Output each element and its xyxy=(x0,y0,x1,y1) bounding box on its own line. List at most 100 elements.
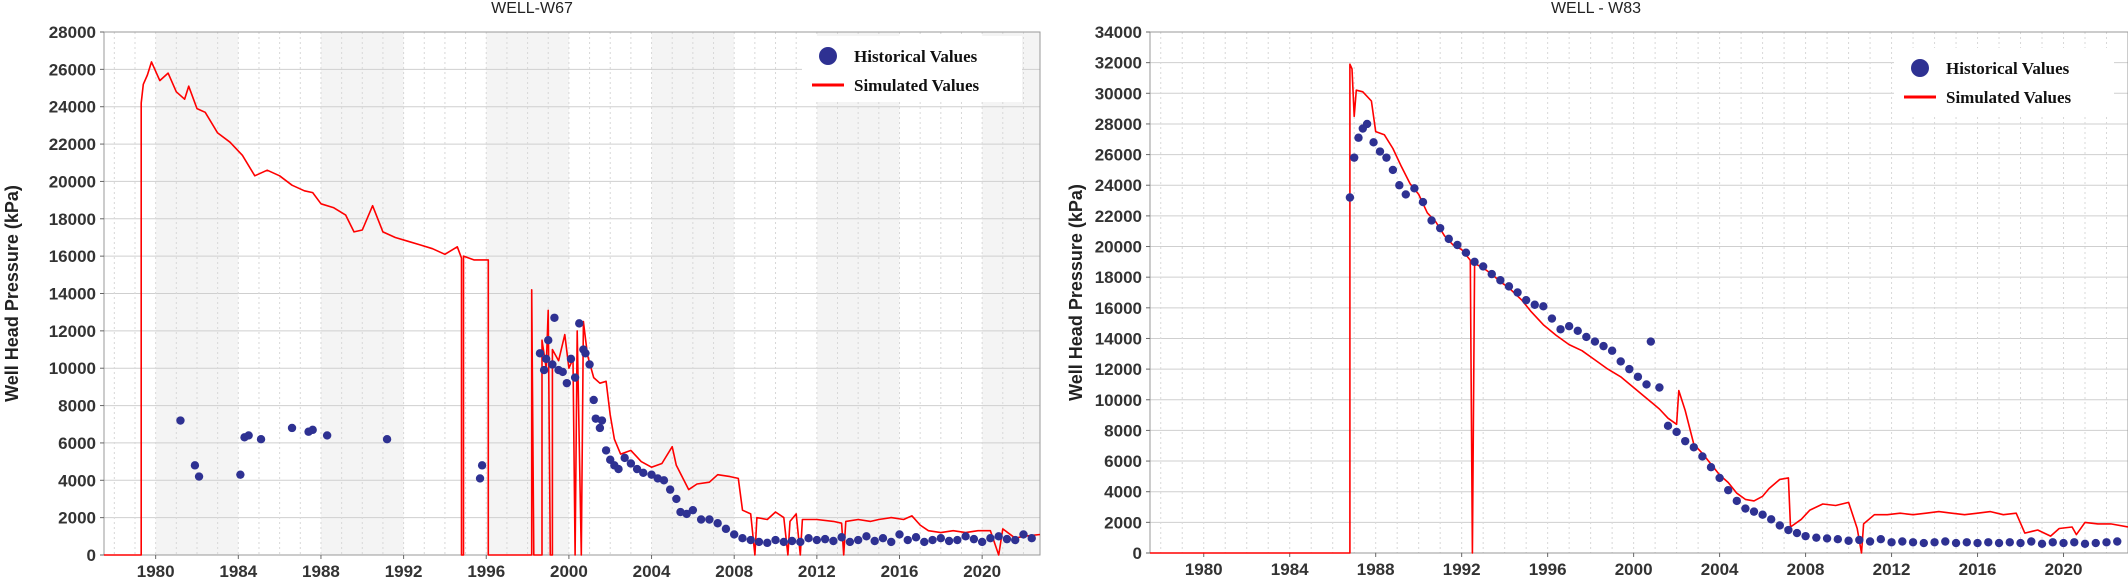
chart-panel-w83: WELL - W83 0 2000 4000 6000 8000 10000 12000 14… xyxy=(1064,0,2128,579)
historical-point xyxy=(1375,147,1385,156)
y-tick-label: 2000 xyxy=(58,509,96,528)
historical-point xyxy=(911,533,921,542)
y-tick-label: 28000 xyxy=(49,23,96,42)
historical-point xyxy=(1801,531,1810,541)
x-tick-label: 1988 xyxy=(1357,560,1395,579)
historical-point xyxy=(1646,337,1656,346)
x-tick-label: 2012 xyxy=(798,562,836,579)
historical-point xyxy=(1382,153,1391,162)
historical-point xyxy=(1681,436,1690,446)
historical-point xyxy=(2059,538,2068,548)
historical-point xyxy=(870,536,879,546)
historical-point xyxy=(1345,193,1355,202)
y-tick-label: 16000 xyxy=(49,247,96,266)
historical-point xyxy=(1962,538,1971,547)
historical-point xyxy=(1444,234,1453,244)
historical-point xyxy=(1388,165,1398,175)
historical-point xyxy=(308,425,317,435)
historical-point xyxy=(1855,535,1864,545)
historical-point xyxy=(2048,538,2057,547)
historical-point xyxy=(2080,539,2090,549)
historical-point xyxy=(1973,538,1982,548)
historical-point xyxy=(1011,535,1020,545)
x-tick-label: 1992 xyxy=(1443,560,1481,579)
y-tick-label: 2000 xyxy=(1104,513,1142,532)
historical-point xyxy=(862,532,871,541)
historical-point xyxy=(986,533,995,543)
historical-point xyxy=(1354,133,1363,142)
x-tick-label: 1996 xyxy=(1529,560,1567,579)
historical-point xyxy=(1478,262,1488,271)
chart-panel-w67: WELL-W67 0 2000 4000 6000 8000 10000 12000 1400… xyxy=(2,0,1041,579)
historical-point xyxy=(287,423,297,433)
historical-point xyxy=(1887,538,1896,547)
historical-point xyxy=(779,537,788,547)
historical-point xyxy=(236,470,245,479)
historical-point xyxy=(1898,537,1907,546)
series-simulated-line xyxy=(104,61,1041,556)
historical-point xyxy=(746,535,755,545)
historical-point xyxy=(1766,515,1776,524)
x-tick-label: 1992 xyxy=(385,562,423,579)
historical-point xyxy=(541,354,551,364)
x-tick-label: 2012 xyxy=(1873,560,1911,579)
historical-point xyxy=(322,431,332,440)
historical-point xyxy=(936,533,946,543)
x-tick-label: 2008 xyxy=(715,562,753,579)
historical-point xyxy=(1019,530,1028,539)
historical-point xyxy=(729,530,739,539)
historical-point xyxy=(2027,537,2036,546)
historical-point xyxy=(194,472,204,481)
historical-point xyxy=(837,533,846,542)
historical-point xyxy=(1876,535,1886,544)
legend-marker-historical xyxy=(819,47,837,65)
historical-point xyxy=(626,459,636,468)
historical-point xyxy=(176,416,185,425)
historical-point xyxy=(548,360,557,369)
historical-point xyxy=(682,509,691,519)
legend-box xyxy=(1894,48,2114,114)
historical-point xyxy=(1556,325,1565,334)
historical-point xyxy=(1349,153,1359,162)
y-tick-label: 18000 xyxy=(1095,268,1142,287)
y-tick-label: 24000 xyxy=(1095,176,1142,195)
y-tick-label: 14000 xyxy=(1095,329,1142,348)
historical-point xyxy=(1607,346,1617,355)
historical-point xyxy=(620,453,629,463)
historical-point xyxy=(1470,257,1479,267)
historical-point xyxy=(585,360,594,369)
historical-point xyxy=(969,534,979,544)
historical-point xyxy=(1908,538,1918,547)
historical-point xyxy=(2113,537,2122,546)
historical-point xyxy=(1663,421,1673,431)
historical-point xyxy=(1496,276,1505,285)
historical-point xyxy=(1590,337,1600,346)
historical-point xyxy=(796,537,805,547)
historical-point xyxy=(1833,535,1843,544)
x-tick-label: 2020 xyxy=(2045,560,2083,579)
historical-point xyxy=(1784,525,1793,535)
historical-point xyxy=(961,532,970,541)
historical-point xyxy=(1732,496,1741,506)
legend-label-simulated: Simulated Values xyxy=(854,76,980,95)
historical-point xyxy=(544,335,553,345)
historical-point xyxy=(1698,452,1707,461)
historical-point xyxy=(595,423,605,433)
historical-point xyxy=(1812,533,1821,542)
x-tick-label: 2004 xyxy=(1701,560,1739,579)
historical-point xyxy=(1642,380,1651,389)
historical-point xyxy=(903,535,912,545)
historical-point xyxy=(994,532,1003,541)
historical-point xyxy=(895,530,904,539)
y-tick-label: 20000 xyxy=(49,172,96,191)
historical-point xyxy=(1599,341,1608,351)
legend-label-historical: Historical Values xyxy=(1946,59,2070,78)
historical-point xyxy=(1775,521,1784,530)
historical-point xyxy=(1395,181,1404,190)
y-tick-label: 34000 xyxy=(1095,23,1142,42)
historical-point xyxy=(977,537,987,547)
historical-point xyxy=(1435,223,1445,233)
historical-point xyxy=(1930,538,1939,547)
historical-point xyxy=(597,416,607,425)
x-tick-label: 2016 xyxy=(1959,560,1997,579)
